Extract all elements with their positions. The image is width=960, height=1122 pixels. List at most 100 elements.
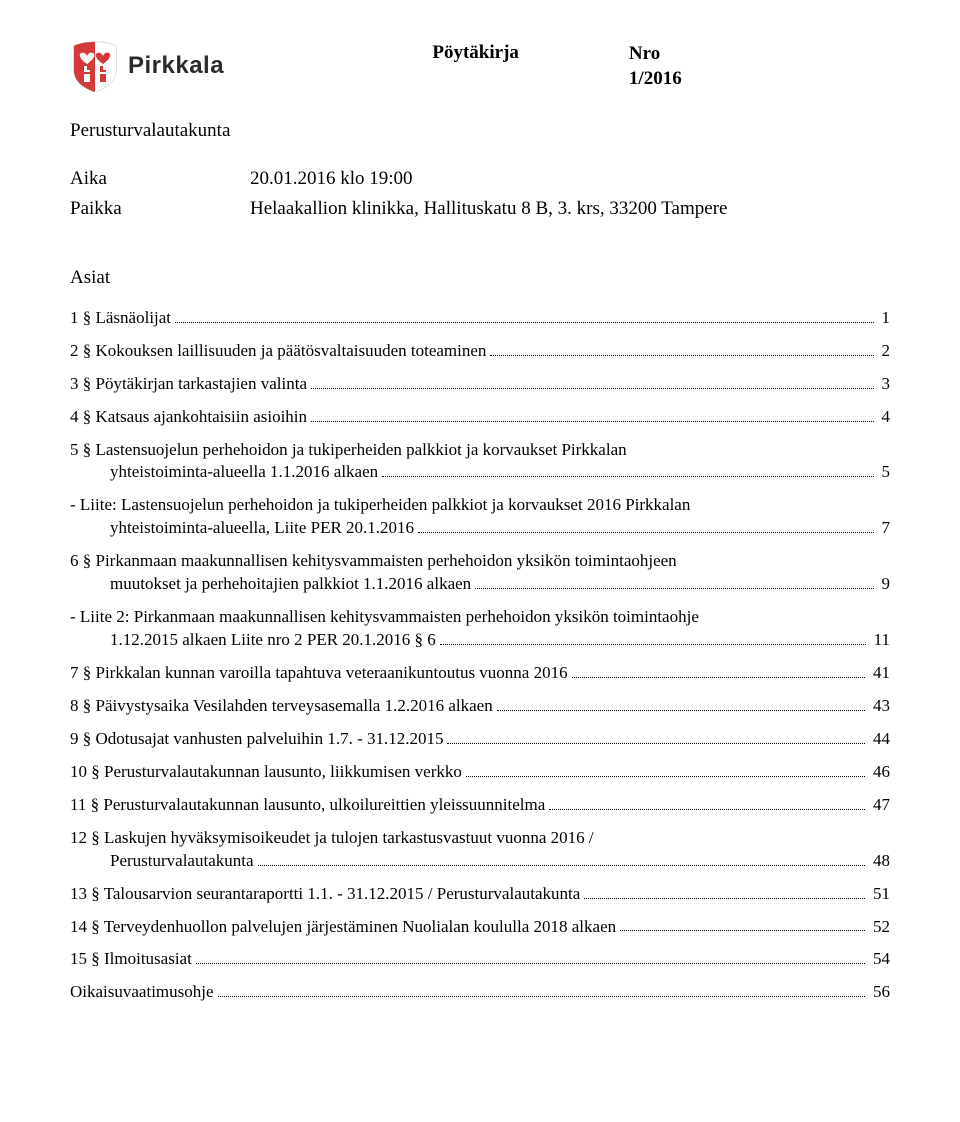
toc-leader-dots — [258, 865, 865, 866]
committee-name: Perusturvalautakunta — [70, 120, 890, 142]
toc-text: 13 § Talousarvion seurantaraportti 1.1. … — [70, 883, 580, 906]
toc-text: 11 § Perusturvalautakunnan lausunto, ulk… — [70, 794, 545, 817]
toc-text-line2-row: yhteistoiminta-alueella, Liite PER 20.1.… — [70, 517, 890, 540]
toc-text: 2 § Kokouksen laillisuuden ja päätösvalt… — [70, 340, 486, 363]
asiat-heading: Asiat — [70, 267, 890, 289]
toc-page: 44 — [869, 728, 890, 751]
toc-page: 54 — [869, 948, 890, 971]
toc-text-line2: muutokset ja perhehoitajien palkkiot 1.1… — [110, 573, 471, 596]
toc-page: 5 — [878, 461, 891, 484]
toc-text-line2-row: muutokset ja perhehoitajien palkkiot 1.1… — [70, 573, 890, 596]
toc-entry: 2 § Kokouksen laillisuuden ja päätösvalt… — [70, 340, 890, 363]
pirkkala-shield-icon — [70, 40, 120, 92]
toc-entry: 6 § Pirkanmaan maakunnallisen kehitysvam… — [70, 550, 890, 596]
toc-leader-dots — [440, 644, 866, 645]
aika-value: 20.01.2016 klo 19:00 — [250, 164, 413, 194]
toc-leader-dots — [311, 421, 873, 422]
toc-leader-dots — [475, 588, 873, 589]
toc-page: 9 — [878, 573, 891, 596]
toc-page: 1 — [878, 307, 891, 330]
toc-entry: Oikaisuvaatimusohje 56 — [70, 981, 890, 1004]
toc-page: 4 — [878, 406, 891, 429]
toc-leader-dots — [382, 476, 873, 477]
toc-text: 7 § Pirkkalan kunnan varoilla tapahtuva … — [70, 662, 568, 685]
toc-page: 2 — [878, 340, 891, 363]
toc-text: Oikaisuvaatimusohje — [70, 981, 214, 1004]
toc-entry: 3 § Pöytäkirjan tarkastajien valinta 3 — [70, 373, 890, 396]
nro-value: 1/2016 — [629, 67, 682, 92]
toc-entry: 1 § Läsnäolijat 1 — [70, 307, 890, 330]
toc-entry: - Liite: Lastensuojelun perhehoidon ja t… — [70, 494, 890, 540]
toc-leader-dots — [418, 532, 873, 533]
aika-label: Aika — [70, 164, 250, 194]
toc-text: 1 § Läsnäolijat — [70, 307, 171, 330]
toc-page: 56 — [869, 981, 890, 1004]
toc-text-line2-row: 1.12.2015 alkaen Liite nro 2 PER 20.1.20… — [70, 629, 890, 652]
toc-page: 7 — [878, 517, 891, 540]
toc-page: 52 — [869, 916, 890, 939]
logo-block: Pirkkala — [70, 40, 224, 92]
toc-entry: 14 § Terveydenhuollon palvelujen järjest… — [70, 916, 890, 939]
toc-entry: 12 § Laskujen hyväksymisoikeudet ja tulo… — [70, 827, 890, 873]
doc-number-block: Nro 1/2016 — [629, 42, 682, 91]
toc-text: 14 § Terveydenhuollon palvelujen järjest… — [70, 916, 616, 939]
toc-page: 51 — [869, 883, 890, 906]
toc-text-line1: 12 § Laskujen hyväksymisoikeudet ja tulo… — [70, 827, 890, 850]
toc-entry: 4 § Katsaus ajankohtaisiin asioihin 4 — [70, 406, 890, 429]
toc-text: 4 § Katsaus ajankohtaisiin asioihin — [70, 406, 307, 429]
toc-text: 10 § Perusturvalautakunnan lausunto, lii… — [70, 761, 462, 784]
toc-page: 41 — [869, 662, 890, 685]
toc-leader-dots — [311, 388, 874, 389]
toc-leader-dots — [447, 743, 865, 744]
toc-text-line1: 6 § Pirkanmaan maakunnallisen kehitysvam… — [70, 550, 890, 573]
nro-label: Nro — [629, 42, 682, 67]
table-of-contents: 1 § Läsnäolijat 1 2 § Kokouksen laillisuud… — [70, 307, 890, 1005]
toc-page: 47 — [869, 794, 890, 817]
meta-row-aika: Aika 20.01.2016 klo 19:00 — [70, 164, 890, 194]
toc-page: 48 — [869, 850, 890, 873]
toc-leader-dots — [218, 996, 865, 997]
toc-leader-dots — [196, 963, 865, 964]
toc-text-line2: yhteistoiminta-alueella 1.1.2016 alkaen — [110, 461, 378, 484]
toc-entry: 8 § Päivystysaika Vesilahden terveysasem… — [70, 695, 890, 718]
toc-text: 3 § Pöytäkirjan tarkastajien valinta — [70, 373, 307, 396]
toc-entry: 7 § Pirkkalan kunnan varoilla tapahtuva … — [70, 662, 890, 685]
logo-text: Pirkkala — [128, 52, 224, 80]
toc-text: 8 § Päivystysaika Vesilahden terveysasem… — [70, 695, 493, 718]
paikka-label: Paikka — [70, 194, 250, 224]
toc-page: 43 — [869, 695, 890, 718]
toc-text-line2: yhteistoiminta-alueella, Liite PER 20.1.… — [110, 517, 414, 540]
toc-leader-dots — [497, 710, 865, 711]
toc-text-line2: Perusturvalautakunta — [110, 850, 254, 873]
toc-entry: 15 § Ilmoitusasiat 54 — [70, 948, 890, 971]
meta-row-paikka: Paikka Helaakallion klinikka, Hallituska… — [70, 194, 890, 224]
toc-entry: 11 § Perusturvalautakunnan lausunto, ulk… — [70, 794, 890, 817]
toc-text-line2-row: yhteistoiminta-alueella 1.1.2016 alkaen 5 — [70, 461, 890, 484]
toc-text-line1: 5 § Lastensuojelun perhehoidon ja tukipe… — [70, 439, 890, 462]
toc-text-line1: - Liite 2: Pirkanmaan maakunnallisen keh… — [70, 606, 890, 629]
toc-leader-dots — [620, 930, 865, 931]
toc-text: 9 § Odotusajat vanhusten palveluihin 1.7… — [70, 728, 443, 751]
doc-type: Pöytäkirja — [432, 42, 519, 91]
toc-leader-dots — [584, 898, 865, 899]
toc-entry: 5 § Lastensuojelun perhehoidon ja tukipe… — [70, 439, 890, 485]
toc-leader-dots — [490, 355, 873, 356]
toc-leader-dots — [175, 322, 873, 323]
toc-leader-dots — [549, 809, 865, 810]
toc-text-line2: 1.12.2015 alkaen Liite nro 2 PER 20.1.20… — [110, 629, 436, 652]
toc-page: 46 — [869, 761, 890, 784]
toc-entry: 10 § Perusturvalautakunnan lausunto, lii… — [70, 761, 890, 784]
meeting-meta: Aika 20.01.2016 klo 19:00 Paikka Helaaka… — [70, 164, 890, 225]
toc-text-line1: - Liite: Lastensuojelun perhehoidon ja t… — [70, 494, 890, 517]
toc-entry: 9 § Odotusajat vanhusten palveluihin 1.7… — [70, 728, 890, 751]
header-row: Pirkkala Pöytäkirja Nro 1/2016 — [70, 40, 890, 92]
toc-page: 3 — [878, 373, 891, 396]
paikka-value: Helaakallion klinikka, Hallituskatu 8 B,… — [250, 194, 727, 224]
toc-text: 15 § Ilmoitusasiat — [70, 948, 192, 971]
toc-entry: 13 § Talousarvion seurantaraportti 1.1. … — [70, 883, 890, 906]
toc-page: 11 — [870, 629, 890, 652]
toc-text-line2-row: Perusturvalautakunta 48 — [70, 850, 890, 873]
toc-leader-dots — [572, 677, 865, 678]
toc-entry: - Liite 2: Pirkanmaan maakunnallisen keh… — [70, 606, 890, 652]
toc-leader-dots — [466, 776, 865, 777]
